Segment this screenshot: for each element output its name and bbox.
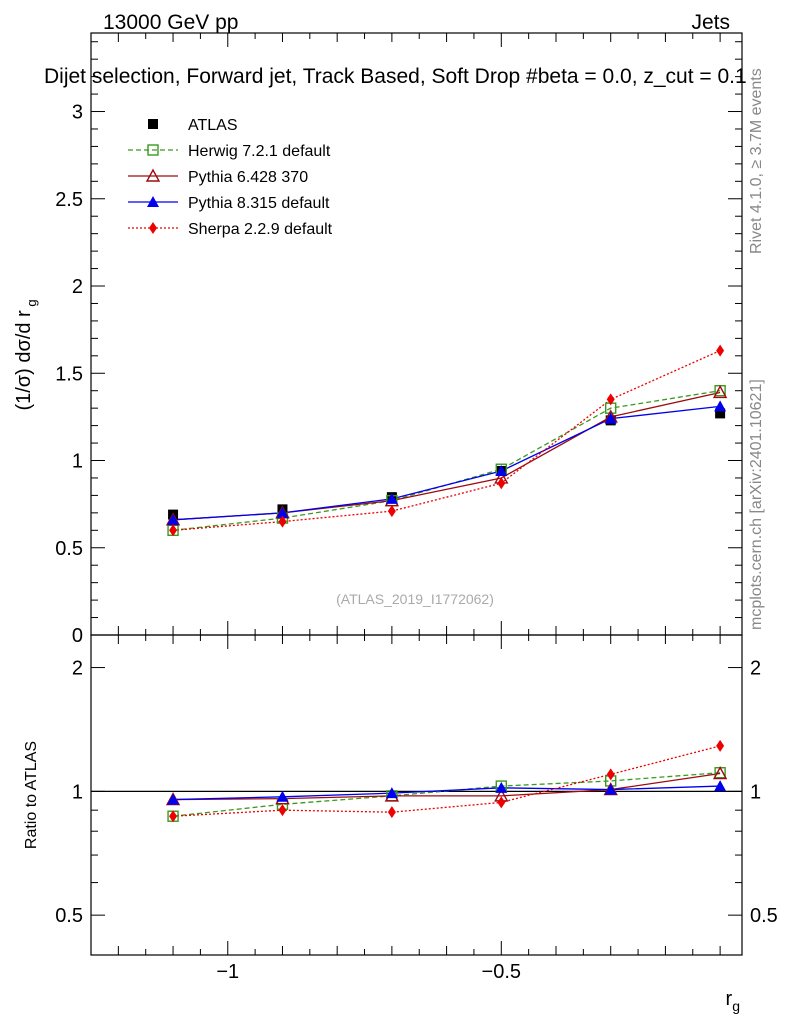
ratio-data-point <box>167 793 180 805</box>
ratio-series-line <box>173 772 721 801</box>
ratio-data-point <box>278 804 287 817</box>
main-data-point <box>712 384 728 399</box>
main-y-tick-label: 1.5 <box>55 363 83 385</box>
ratio-series-line <box>172 772 721 817</box>
main-data-point <box>387 505 396 518</box>
main-y-tick-label: 2 <box>72 276 83 298</box>
ratio-data-point <box>387 806 396 819</box>
ratio-y-axis-label: Ratio to ATLAS <box>23 741 40 849</box>
main-y-tick-label: 3 <box>72 102 83 124</box>
main-data-point <box>606 393 615 406</box>
legend-marker <box>148 119 158 129</box>
legend-label: Pythia 6.428 370 <box>188 169 308 186</box>
main-data-point <box>497 477 506 490</box>
analysis-watermark: (ATLAS_2019_I1772062) <box>336 591 494 607</box>
legend-marker <box>147 196 159 207</box>
main-data-point <box>169 524 178 537</box>
main-y-tick-label: 0.5 <box>55 538 83 560</box>
main-data-point <box>715 408 726 419</box>
header-right: Jets <box>691 11 730 34</box>
legend-label: Pythia 8.315 default <box>188 195 330 212</box>
main-series-line <box>173 349 721 531</box>
main-data-point <box>278 515 287 528</box>
x-axis-label: rg <box>726 988 740 1014</box>
main-y-axis-label: (1/σ) dσ/d r g <box>13 299 39 410</box>
main-series-line <box>173 405 721 521</box>
ratio-y-tick-label-right: 0.5 <box>750 905 778 927</box>
ratio-data-point <box>712 766 728 780</box>
legend: ATLAS Herwig 7.2.1 default Pythia 6.428 37… <box>128 117 333 238</box>
plot-title: Dijet selection, Forward jet, Track Base… <box>44 65 747 88</box>
ratio-y-tick-label: 1 <box>72 781 83 803</box>
ratio-data-point <box>716 739 725 752</box>
legend-marker <box>149 222 157 234</box>
main-data-point <box>385 492 398 504</box>
ratio-data-point <box>497 796 506 809</box>
ratio-data-point <box>169 810 178 823</box>
ratio-data-point <box>495 781 508 793</box>
legend-label: Herwig 7.2.1 default <box>188 143 331 160</box>
main-data-point <box>167 513 180 525</box>
ratio-y-tick-label: 0.5 <box>55 905 83 927</box>
main-y-tick-label: 1 <box>72 451 83 473</box>
ratio-y-tick-label: 2 <box>72 658 83 680</box>
main-data-point <box>714 400 727 412</box>
main-y-tick-label: 2.5 <box>55 189 83 211</box>
ratio-data-point <box>604 783 617 795</box>
legend-marker <box>147 144 159 156</box>
x-tick-label: −1 <box>216 961 239 983</box>
ratio-y-tick-label-right: 1 <box>750 781 761 803</box>
rivet-label: Rivet 4.1.0, ≥ 3.7M events <box>748 68 765 254</box>
legend-label: ATLAS <box>188 117 238 134</box>
ratio-data-point <box>385 787 398 799</box>
main-panel: 0 0.5 1 1.5 2 2.5 3 <box>55 32 743 647</box>
main-y-tick-label: 0 <box>72 625 83 647</box>
x-tick-label: −0.5 <box>482 961 521 983</box>
main-series-line <box>172 390 721 531</box>
legend-label: Sherpa 2.2.9 default <box>188 221 333 238</box>
main-data-point <box>495 464 508 476</box>
ratio-series-line <box>173 745 721 817</box>
main-data-point <box>276 506 289 518</box>
ratio-frame <box>90 634 743 956</box>
ratio-panel: 0.5 0.5 1 1 2 2 −1 −0.5 <box>55 634 778 983</box>
ratio-y-tick-label-right: 2 <box>750 658 761 680</box>
header-left: 13000 GeV pp <box>103 11 238 34</box>
ratio-data-point <box>606 768 615 781</box>
main-series-line <box>173 391 721 521</box>
legend-marker <box>145 168 161 182</box>
ratio-series-line <box>173 785 721 801</box>
main-data-point <box>716 344 725 357</box>
ratio-data-point <box>714 780 727 792</box>
ratio-data-point <box>276 790 289 802</box>
main-data-point <box>604 412 617 424</box>
mcplots-label: mcplots.cern.ch [arXiv:2401.10621] <box>748 379 765 630</box>
